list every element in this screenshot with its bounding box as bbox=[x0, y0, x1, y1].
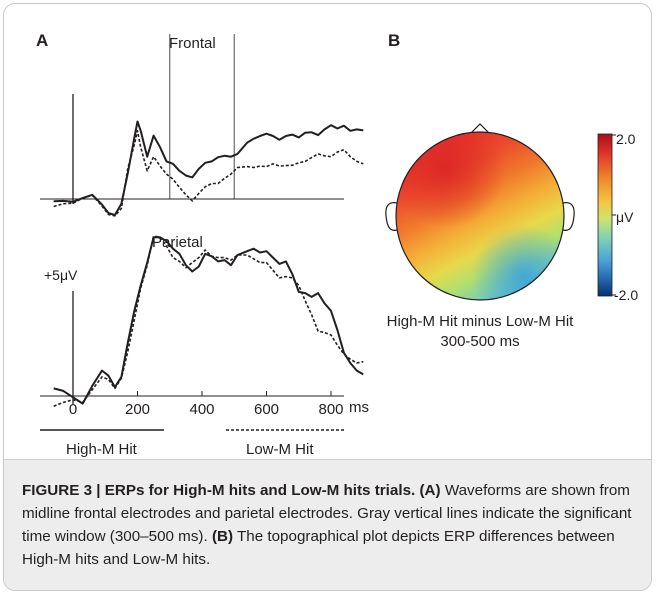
caption-background bbox=[4, 460, 651, 590]
colorbar-min-label: -2.0 bbox=[614, 287, 638, 303]
scale-label: +5μV bbox=[44, 267, 78, 283]
colorbar-max-label: 2.0 bbox=[616, 131, 636, 147]
parietal-label: Parietal bbox=[152, 234, 203, 251]
x-tick-label: 0 bbox=[69, 401, 77, 418]
panel-a-letter: A bbox=[36, 31, 48, 50]
parietal-high-m-line bbox=[53, 236, 364, 405]
panel-b-letter: B bbox=[388, 31, 400, 50]
figure-caption: FIGURE 3 | ERPs for High-M hits and Low-… bbox=[22, 479, 642, 571]
x-axis-ticks: 0 200 400 600 800 bbox=[69, 391, 344, 418]
figure-frame: A B Frontal Parietal +5μV 0 200 400 600 800 … bbox=[3, 3, 652, 591]
topo-title-line1: High-M Hit minus Low-M Hit bbox=[387, 313, 575, 330]
legend: High-M Hit Low-M Hit bbox=[40, 429, 346, 458]
caption-divider bbox=[4, 459, 651, 460]
colorbar: 2.0 μV -2.0 bbox=[597, 131, 638, 303]
x-tick-label: 600 bbox=[254, 401, 279, 418]
topo-title-line2: 300-500 ms bbox=[440, 333, 519, 350]
parietal-low-m-line bbox=[53, 235, 364, 407]
colorbar-unit-label: μV bbox=[616, 209, 634, 225]
caption-part-b-label: (B) bbox=[211, 528, 234, 545]
frontal-low-m-line bbox=[53, 130, 364, 217]
left-ear bbox=[385, 202, 398, 231]
frontal-label: Frontal bbox=[169, 35, 216, 52]
x-axis-unit: ms bbox=[349, 399, 369, 416]
x-tick-label: 200 bbox=[125, 401, 150, 418]
topographic-map: High-M Hit minus Low-M Hit 300-500 ms bbox=[385, 123, 575, 350]
erp-waveforms: Frontal Parietal +5μV 0 200 400 600 800 ms bbox=[40, 34, 369, 418]
right-ear bbox=[562, 202, 575, 231]
nose-outline bbox=[469, 123, 491, 135]
head-outline bbox=[395, 131, 565, 301]
caption-figure-label: FIGURE 3 | ERPs for High-M hits and Low-… bbox=[22, 482, 416, 499]
figure-graphics: A B Frontal Parietal +5μV 0 200 400 600 800 … bbox=[36, 31, 638, 458]
x-tick-label: 400 bbox=[189, 401, 214, 418]
legend-solid-label: High-M Hit bbox=[66, 441, 138, 458]
caption-part-a-text: Waveforms are shown from midline frontal… bbox=[22, 482, 632, 545]
legend-dashed-label: Low-M Hit bbox=[246, 441, 314, 458]
caption-part-b-text: The topographical plot depicts ERP diffe… bbox=[22, 528, 615, 568]
x-tick-label: 800 bbox=[318, 401, 343, 418]
frontal-high-m-line bbox=[53, 120, 364, 216]
caption-part-a-label: (A) bbox=[419, 482, 441, 499]
colorbar-gradient bbox=[597, 133, 613, 297]
